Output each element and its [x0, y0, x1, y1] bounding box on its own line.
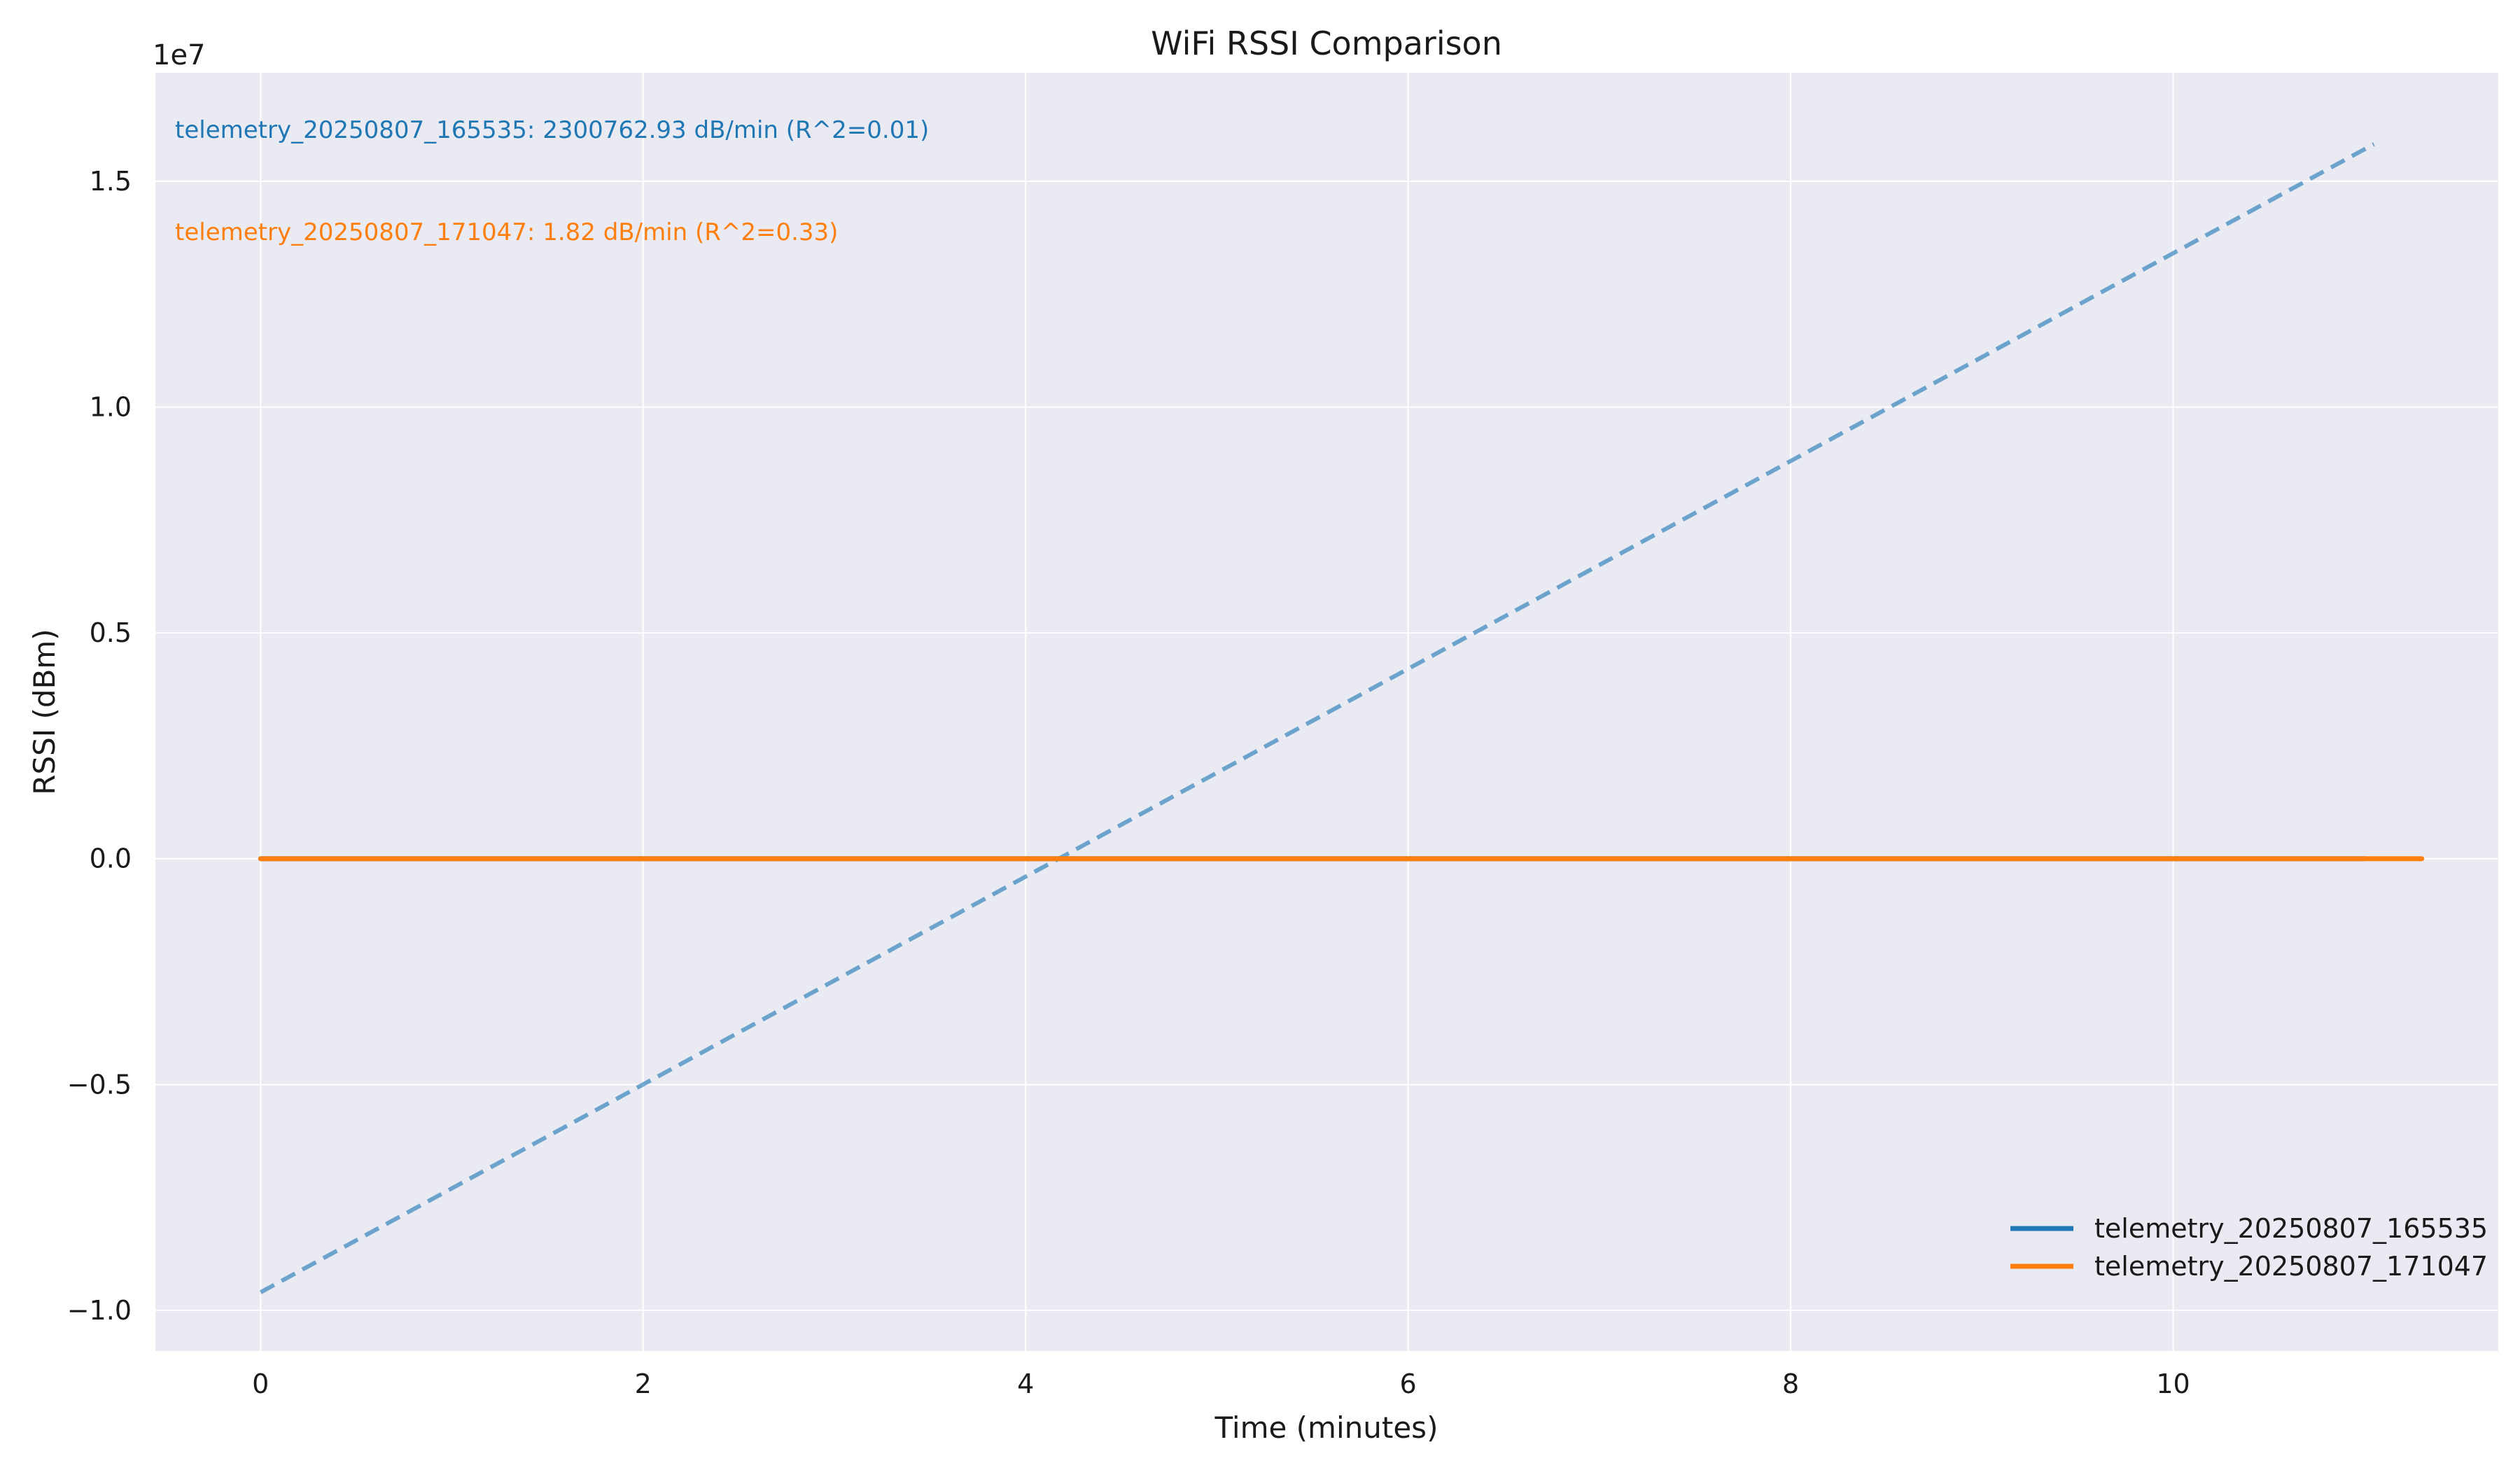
series-layer: [258, 142, 2425, 1294]
y-scale-label: 1e7: [153, 39, 206, 71]
x-tick-label: 0: [252, 1368, 269, 1399]
y-axis-label: RSSI (dBm): [27, 629, 62, 794]
y-tick-label: −0.5: [67, 1069, 132, 1100]
legend: telemetry_20250807_165535 telemetry_20250…: [2010, 1213, 2488, 1282]
x-tick-label: 8: [1782, 1368, 1799, 1399]
chart-title: WiFi RSSI Comparison: [1151, 24, 1502, 62]
annotations: telemetry_20250807_165535: 2300762.93 dB…: [175, 116, 929, 246]
x-tick-label: 6: [1400, 1368, 1417, 1399]
y-tick-label: −1.0: [67, 1295, 132, 1326]
x-axis-label: Time (minutes): [1214, 1410, 1438, 1445]
trend-annotation: telemetry_20250807_165535: 2300762.93 dB…: [175, 116, 929, 144]
x-tick-label: 4: [1017, 1368, 1034, 1399]
trend-annotation: telemetry_20250807_171047: 1.82 dB/min (…: [175, 218, 838, 246]
x-tick-label: 2: [635, 1368, 652, 1399]
y-tick-label: 0.5: [90, 617, 132, 648]
y-tick-label: 1.0: [90, 391, 132, 422]
trend-line: [259, 142, 2375, 1294]
y-tick-label: 1.5: [90, 166, 132, 197]
y-tick-label: 0.0: [90, 844, 132, 874]
x-tick-label: 10: [2156, 1368, 2190, 1399]
legend-label: telemetry_20250807_165535: [2094, 1213, 2488, 1244]
legend-label: telemetry_20250807_171047: [2094, 1251, 2488, 1282]
ticks: 0 2 4 6 8 10 −1.0 −0.5 0.0 0.5 1.0 1.5: [67, 166, 2190, 1399]
